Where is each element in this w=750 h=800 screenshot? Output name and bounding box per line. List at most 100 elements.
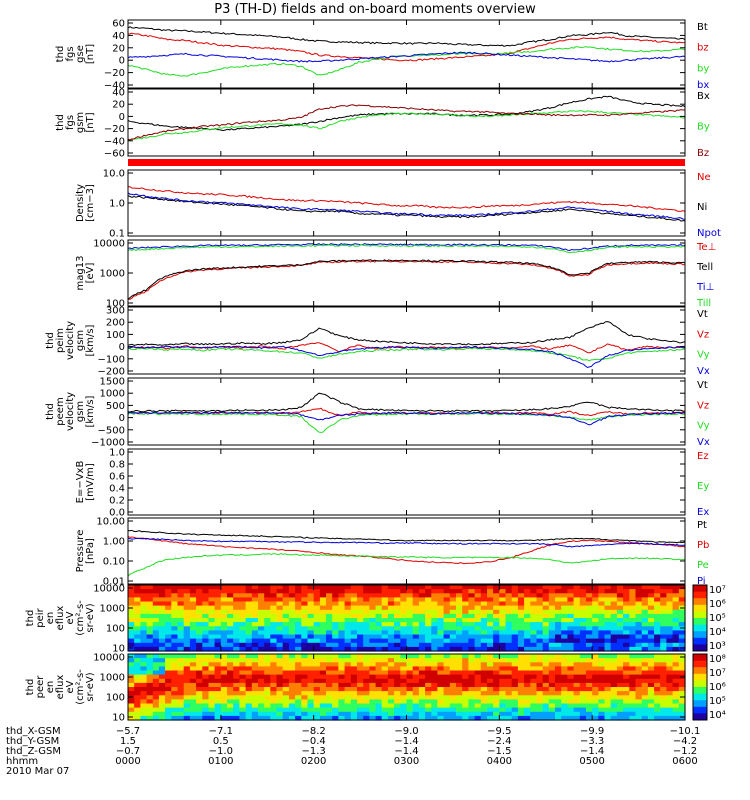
heatmap-cell — [152, 691, 160, 696]
heatmap-cell — [288, 585, 296, 590]
heatmap-cell — [586, 601, 593, 607]
heatmap-cell — [660, 658, 667, 663]
y-axis-label: gse — [75, 45, 86, 63]
heatmap-cell — [666, 682, 674, 688]
heatmap-cell — [542, 695, 550, 700]
heatmap-cell — [548, 589, 556, 594]
heatmap-cell — [270, 622, 278, 627]
heatmap-cell — [567, 630, 575, 636]
x-axis-value: −7.1 — [208, 726, 233, 737]
heatmap-cell — [672, 618, 680, 623]
heatmap-cell — [146, 605, 154, 611]
heatmap-cell — [635, 707, 643, 713]
heatmap-cell — [220, 666, 228, 672]
y-tick-label: 0.10 — [103, 557, 125, 568]
heatmap-cell — [654, 634, 661, 640]
heatmap-cell — [511, 687, 519, 692]
heatmap-cell — [227, 593, 234, 598]
heatmap-cell — [400, 597, 408, 603]
heatmap-cell — [326, 630, 333, 636]
heatmap-cell — [313, 638, 321, 644]
heatmap-cell — [462, 593, 469, 598]
heatmap-cell — [338, 662, 346, 667]
heatmap-cell — [400, 695, 408, 700]
heatmap-cell — [270, 642, 278, 648]
heatmap-cell — [171, 642, 179, 648]
heatmap-cell — [394, 630, 401, 636]
heatmap-cell — [474, 658, 482, 663]
heatmap-cell — [654, 630, 661, 636]
heatmap-cell — [350, 682, 358, 688]
heatmap-cell — [406, 707, 414, 713]
y-tick-label: 1000 — [100, 389, 125, 400]
heatmap-cell — [468, 666, 476, 672]
heatmap-cell — [233, 634, 240, 640]
heatmap-cell — [666, 605, 674, 611]
heatmap-cell — [140, 609, 148, 615]
heatmap-cell — [264, 699, 271, 705]
heatmap-cell — [462, 662, 469, 667]
heatmap-cell — [288, 703, 296, 709]
heatmap-cell — [171, 593, 179, 598]
heatmap-cell — [493, 593, 500, 598]
heatmap-cell — [251, 707, 259, 713]
heatmap-cell — [449, 638, 457, 644]
heatmap-cell — [573, 597, 581, 603]
heatmap-cell — [369, 682, 377, 688]
heatmap-cell — [369, 626, 377, 631]
heatmap-cell — [443, 597, 451, 603]
y-axis-label: eV — [65, 680, 76, 693]
heatmap-cell — [536, 670, 544, 676]
heatmap-cell — [536, 703, 544, 709]
heatmap-cell — [400, 601, 408, 607]
heatmap-cell — [474, 646, 482, 652]
heatmap-cell — [623, 597, 630, 603]
heatmap-cell — [530, 695, 538, 700]
heatmap-cell — [171, 638, 179, 644]
heatmap-cell — [245, 715, 253, 721]
heatmap-cell — [177, 654, 185, 659]
heatmap-cell — [319, 593, 327, 598]
heatmap-cell — [629, 646, 637, 652]
heatmap-cell — [548, 695, 556, 700]
heatmap-cell — [363, 670, 370, 676]
heatmap-cell — [456, 678, 463, 684]
series-line-Tell — [127, 259, 686, 300]
heatmap-cell — [239, 622, 247, 627]
heatmap-cell — [647, 682, 655, 688]
heatmap-cell — [431, 613, 439, 619]
heatmap-cell — [542, 593, 550, 598]
heatmap-cell — [171, 597, 179, 603]
heatmap-cell — [623, 622, 630, 627]
heatmap-cell — [517, 609, 525, 615]
heatmap-cell — [487, 613, 494, 619]
heatmap-cell — [480, 687, 488, 692]
heatmap-cell — [245, 585, 253, 590]
heatmap-cell — [425, 695, 432, 700]
heatmap-cell — [462, 585, 469, 590]
heatmap-cell — [239, 613, 247, 619]
heatmap-cell — [319, 589, 327, 594]
heatmap-cell — [202, 622, 210, 627]
heatmap-cell — [227, 662, 234, 667]
heatmap-cell — [586, 715, 593, 721]
heatmap-cell — [530, 634, 538, 640]
heatmap-cell — [295, 585, 302, 590]
heatmap-cell — [548, 618, 556, 623]
heatmap-cell — [394, 662, 401, 667]
heatmap-cell — [672, 658, 680, 663]
heatmap-cell — [282, 711, 290, 717]
heatmap-cell — [245, 662, 253, 667]
heatmap-cell — [196, 585, 203, 590]
heatmap-cell — [301, 703, 309, 709]
heatmap-cell — [511, 634, 519, 640]
heatmap-cell — [295, 678, 302, 684]
heatmap-cell — [264, 601, 271, 607]
heatmap-cell — [511, 626, 519, 631]
colorbar-tick-label: 10⁸ — [709, 654, 726, 665]
heatmap-cell — [666, 691, 674, 696]
heatmap-cell — [437, 626, 445, 631]
heatmap-cell — [319, 626, 327, 631]
heatmap-cell — [511, 601, 519, 607]
heatmap-cell — [505, 682, 513, 688]
